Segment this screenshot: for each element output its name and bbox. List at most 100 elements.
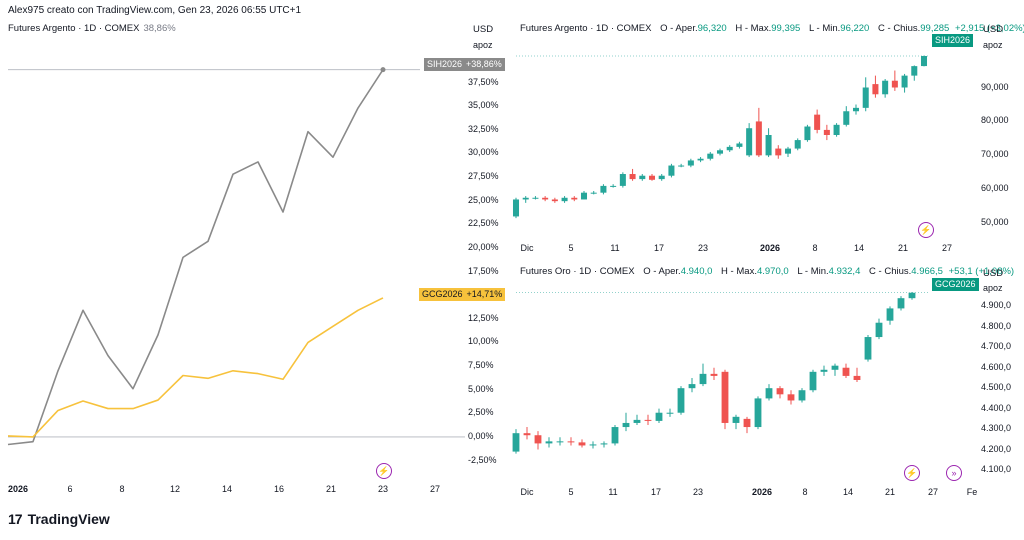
x-tick-label: 23 <box>692 487 704 497</box>
candle-body <box>658 175 665 180</box>
candle-body <box>743 418 751 428</box>
gcg-left-value: +14,71% <box>466 289 503 299</box>
low-label: L <box>808 23 814 34</box>
candle-body <box>589 444 597 446</box>
scroll-to-realtime-icon[interactable]: » <box>946 465 962 481</box>
candle-body <box>580 192 588 200</box>
y-tick-label: 4.100,0 <box>981 464 1012 474</box>
series-end-point <box>380 67 386 73</box>
candle-body <box>804 126 811 141</box>
y-tick-label: 50,000 <box>981 217 1009 228</box>
candle-body <box>678 165 685 167</box>
gold-high-name: Max. <box>736 266 757 277</box>
x-tick-label: 14 <box>853 243 865 253</box>
series-line-gcg2026 <box>7 297 384 438</box>
y-tick-label: 90,000 <box>981 81 1009 92</box>
y-tick-label: 4.600,0 <box>981 361 1012 372</box>
y-tick-label: 4.300,0 <box>981 423 1012 434</box>
sih-left-symbol: SIH2026 <box>427 59 463 69</box>
logo-mark: 17 <box>8 511 23 527</box>
candle-body <box>655 412 663 421</box>
candle-body <box>622 422 630 428</box>
candle-body <box>532 197 539 199</box>
y-tick-label: 4.400,0 <box>981 402 1012 413</box>
candle-body <box>639 175 646 180</box>
candle-body <box>852 107 860 112</box>
candle-body <box>794 140 801 149</box>
lightning-icon[interactable]: ⚡ <box>904 465 920 481</box>
gcg-right-symbol: GCG2026 <box>935 279 976 289</box>
x-tick-label: 2026 <box>759 243 781 253</box>
series-line-sih2026 <box>7 69 384 446</box>
open-value: 96,320 <box>697 23 727 34</box>
candle-body <box>721 371 729 423</box>
close-label: C <box>877 23 885 34</box>
x-tick-label: 27 <box>927 487 939 497</box>
lightning-icon[interactable]: ⚡ <box>918 222 934 238</box>
gold-close-value: 4.966,5 <box>911 266 943 277</box>
y-tick-label: 4.500,0 <box>981 382 1012 393</box>
high-value: 99,395 <box>771 23 801 34</box>
sih-left-price-tag: SIH2026 +38,86% <box>424 58 505 71</box>
candle-body <box>755 121 762 156</box>
candle-body <box>843 111 850 125</box>
gold-close-label: C <box>869 266 876 277</box>
candle-body <box>512 199 520 217</box>
candle-body <box>809 371 817 391</box>
candle-body <box>644 419 652 421</box>
x-tick-label: 2026 <box>751 487 773 497</box>
candle-body <box>522 197 529 200</box>
x-tick-label: 8 <box>119 484 125 494</box>
bottom-right-scale-label: apoz <box>983 283 1003 293</box>
open-name: Aper. <box>675 23 698 34</box>
gold-high-label: H <box>721 266 728 277</box>
gold-close-name: Chius. <box>884 266 912 277</box>
candle-body <box>862 87 869 108</box>
gold-high-value: 4.970,0 <box>756 266 789 277</box>
candle-body <box>542 197 549 200</box>
left-currency: USD <box>473 24 494 35</box>
low-value: 96,220 <box>840 23 870 34</box>
candle-body <box>699 373 707 385</box>
candle-body <box>897 298 905 309</box>
candle-body <box>697 158 704 161</box>
candle-body <box>882 80 889 95</box>
candle-body <box>823 129 830 135</box>
candle-body <box>775 148 782 156</box>
candle-body <box>600 185 607 193</box>
candle-body <box>886 308 894 321</box>
change-value: +2,915 (+3,02%) <box>954 23 1024 34</box>
candle-body <box>872 84 879 95</box>
candle-body <box>814 114 821 130</box>
candle-body <box>920 55 928 67</box>
candle-body <box>668 165 675 176</box>
candle-body <box>545 441 553 444</box>
candle-body <box>523 433 531 436</box>
y-tick-label: 22,50% <box>468 218 499 229</box>
y-tick-label: 4.700,0 <box>981 341 1012 352</box>
x-tick-label: 21 <box>325 484 337 494</box>
high-label: H <box>735 23 743 34</box>
y-tick-label: 20,00% <box>468 241 499 252</box>
candle-body <box>784 148 792 154</box>
candle-body <box>512 433 520 452</box>
y-tick-label: 4.900,0 <box>981 300 1012 311</box>
y-tick-label: 30,00% <box>468 147 499 158</box>
x-tick-label: 2026 <box>7 484 29 494</box>
header-credit: Alex975 creato con TradingView.com, Gen … <box>8 5 302 16</box>
candle-body <box>629 174 636 180</box>
x-tick-label: 17 <box>650 487 662 497</box>
top-right-currency: USD <box>983 24 1004 35</box>
x-tick-label: 5 <box>568 487 574 497</box>
candle-body <box>746 128 753 156</box>
tradingview-logo: 17 TradingView <box>8 511 110 527</box>
left-pane-title-text: Futures Argento · 1D · COMEX <box>8 23 140 34</box>
x-tick-label: 6 <box>67 484 73 494</box>
candle-body <box>534 435 542 444</box>
candle-body <box>619 174 626 186</box>
candle-body <box>578 442 586 446</box>
candle-body <box>677 388 685 413</box>
y-tick-label: 60,000 <box>981 183 1009 194</box>
lightning-icon[interactable]: ⚡ <box>376 463 392 479</box>
